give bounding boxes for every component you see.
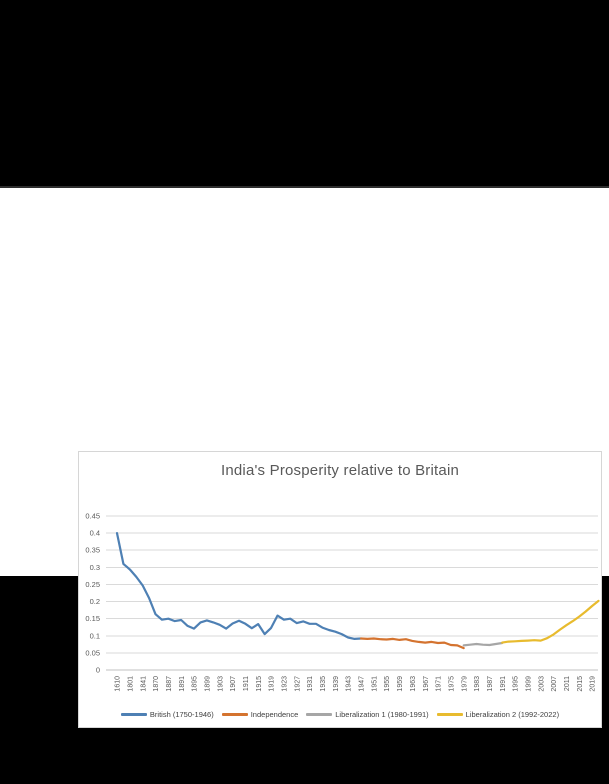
x-tick-label: 1915 [256,676,263,692]
x-tick-label: 1967 [423,676,430,692]
x-tick-label: 1955 [384,676,391,692]
x-tick-label: 1943 [346,676,353,692]
x-tick-label: 1987 [487,676,494,692]
chart-title: India's Prosperity relative to Britain [220,462,460,479]
x-tick-label: 1979 [461,676,468,692]
y-tick-label: 0.05 [85,648,100,657]
y-tick-label: 0.45 [85,512,100,521]
x-tick-label: 1975 [448,676,455,692]
y-tick-label: 0.25 [85,580,100,589]
x-tick-label: 1907 [230,676,237,692]
chart-container: India's Prosperity relative to Britain 0… [78,451,602,728]
x-tick-label: 1983 [474,676,481,692]
x-tick-label: 1959 [397,676,404,692]
series-line-3 [501,599,600,644]
photo-white-band: India's Prosperity relative to Britain 0… [0,186,609,728]
legend-swatch-0 [120,713,147,716]
legend-swatch-1 [221,713,248,716]
x-tick-label: 2019 [590,676,597,692]
plot-svg: 0 0.05 0.1 0.15 0.2 0.25 0.3 0.35 0.4 0.45 1610 180… [85,512,600,692]
legend-swatch-2 [306,713,333,716]
series-line-0 [115,532,363,640]
x-tick-label: 2007 [551,676,558,692]
y-tick-label: 0.2 [90,597,100,606]
legend-label-3: Liberalization 2 (1992-2022) [465,710,560,719]
x-tick-label: 1995 [513,676,520,692]
chart-legend: British (1750-1946) Independence Liberaliz… [79,710,601,719]
legend-swatch-3 [436,713,463,716]
x-tick-label: 1931 [307,676,314,692]
y-tick-label: 0.3 [90,563,100,572]
legend-label-1: Independence [250,710,299,719]
x-tick-label: 1927 [294,676,301,692]
legend-item-3: Liberalization 2 (1992-2022) [436,710,560,719]
x-tick-label: 1610 [115,676,122,692]
series-line-1 [359,637,465,650]
x-tick-label: 1887 [166,676,173,692]
y-tick-label: 0.35 [85,546,100,555]
x-tick-label: 2011 [564,676,571,691]
x-tick-label: 1935 [320,676,327,692]
legend-label-2: Liberalization 1 (1980-1991) [335,710,429,719]
x-tick-label: 1939 [333,676,340,692]
x-tick-label: 1991 [500,676,507,692]
series-line-2 [462,641,504,647]
x-tick-label: 1891 [179,676,186,692]
x-tick-label: 1911 [243,676,250,691]
x-tick-label: 1895 [192,676,199,692]
y-tick-label: 0.15 [85,614,100,623]
x-tick-label: 1801 [127,676,134,692]
x-tick-label: 1903 [217,676,224,692]
x-tick-label: 1923 [282,676,289,692]
legend-item-2: Liberalization 1 (1980-1991) [306,710,429,719]
x-tick-label: 2015 [577,676,584,692]
y-tick-label: 0.4 [90,529,100,538]
x-tick-label: 1947 [359,676,366,692]
x-tick-label: 1951 [371,676,378,692]
y-tick-label: 0 [96,666,100,675]
legend-label-0: British (1750-1946) [149,710,214,719]
y-tick-label: 0.1 [90,631,100,640]
x-tick-label: 1999 [525,676,532,692]
x-tick-label: 1899 [204,676,211,692]
x-tick-label: 1971 [436,676,443,692]
legend-item-1: Independence [221,710,299,719]
x-tick-label: 1919 [269,676,276,692]
legend-item-0: British (1750-1946) [120,710,214,719]
x-tick-label: 1841 [140,676,147,692]
x-tick-label: 1963 [410,676,417,692]
x-tick-label: 1870 [153,676,160,692]
x-tick-label: 2003 [538,676,545,692]
